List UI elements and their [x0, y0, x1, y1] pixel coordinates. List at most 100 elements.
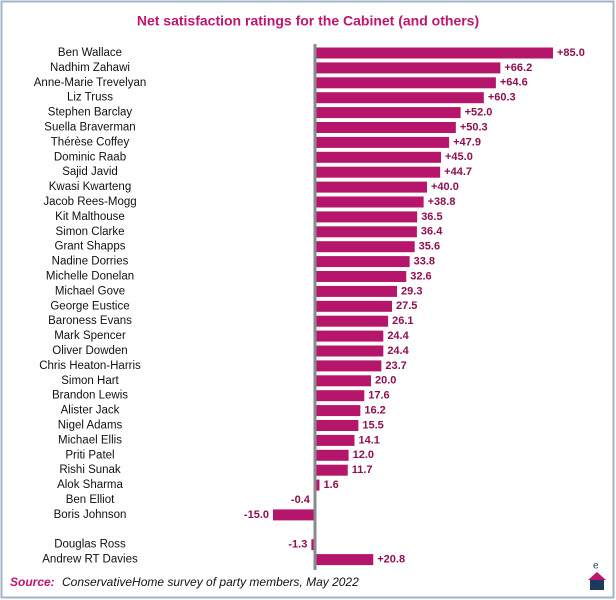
y-tick-label: Thérèse Coffey	[51, 136, 130, 148]
value-label: 20.0	[375, 375, 396, 387]
bar	[315, 241, 415, 253]
bar	[315, 375, 371, 387]
bar	[315, 196, 424, 208]
y-tick-label: Mark Spencer	[54, 330, 126, 342]
value-label: 36.5	[421, 211, 442, 223]
bar	[315, 62, 501, 74]
bar	[315, 434, 355, 446]
value-label: +52.0	[465, 107, 493, 119]
y-tick-label: Michelle Donelan	[46, 271, 134, 283]
value-label: +47.9	[453, 136, 481, 148]
value-label: -0.4	[291, 494, 311, 506]
bar	[273, 509, 315, 521]
y-tick-label: Nadhim Zahawi	[50, 62, 130, 74]
bar	[315, 390, 365, 402]
value-label: +64.6	[500, 77, 528, 89]
y-tick-label: Alister Jack	[61, 405, 120, 417]
bar	[311, 539, 315, 551]
home-icon: e	[588, 561, 606, 590]
value-label: 32.6	[410, 270, 431, 282]
y-tick-label: Anne-Marie Trevelyan	[34, 77, 147, 89]
value-label: +60.3	[488, 92, 516, 104]
value-label: 24.4	[387, 345, 409, 357]
y-tick-label: Ben Elliot	[66, 494, 115, 506]
y-tick-label: Michael Gove	[55, 285, 125, 297]
bar	[315, 300, 392, 312]
y-tick-label: Priti Patel	[65, 449, 114, 461]
value-label: +20.8	[377, 554, 405, 566]
value-label: 27.5	[396, 300, 417, 312]
y-tick-label: Nadine Dorries	[52, 256, 129, 268]
bar	[315, 181, 427, 193]
value-label: +45.0	[445, 151, 473, 163]
value-label: +50.3	[460, 121, 488, 133]
value-label: 29.3	[401, 285, 422, 297]
bar	[315, 285, 398, 297]
bar	[315, 449, 349, 461]
y-tick-label: Michael Ellis	[58, 434, 122, 446]
source: ConservativeHome survey of party members…	[62, 575, 359, 589]
value-label: 16.2	[364, 405, 385, 417]
y-tick-label: Alok Sharma	[57, 479, 123, 491]
bar	[315, 315, 389, 327]
y-tick-label: Rishi Sunak	[59, 464, 121, 476]
bar	[315, 166, 441, 178]
bar	[315, 211, 418, 223]
bar	[315, 107, 461, 119]
y-tick-label: Jacob Rees-Mogg	[43, 196, 136, 208]
y-tick-label: Nigel Adams	[58, 420, 123, 432]
y-tick-label: Boris Johnson	[54, 509, 127, 521]
value-label: 15.5	[362, 419, 383, 431]
bar	[315, 554, 374, 566]
y-tick-label: Grant Shapps	[55, 241, 126, 253]
y-tick-label: Suella Braverman	[44, 122, 135, 134]
bar	[315, 226, 417, 238]
y-tick-label: Simon Hart	[61, 375, 119, 387]
y-tick-label: Liz Truss	[67, 92, 113, 104]
bar	[315, 464, 348, 476]
bar	[315, 330, 384, 342]
value-label: 26.1	[392, 315, 413, 327]
value-label: 1.6	[323, 479, 338, 491]
value-label: 24.4	[387, 330, 409, 342]
bar	[315, 136, 450, 148]
y-tick-label: Chris Heaton-Harris	[39, 360, 141, 372]
y-tick-label: Kwasi Kwarteng	[49, 181, 131, 193]
bar	[315, 151, 441, 163]
value-label: -1.3	[288, 539, 307, 551]
svg-text:e: e	[593, 561, 599, 572]
y-tick-label: Simon Clarke	[55, 226, 124, 238]
y-tick-label: George Eustice	[50, 300, 129, 312]
value-label: 36.4	[421, 226, 443, 238]
y-tick-label: Sajid Javid	[62, 166, 118, 178]
value-label: +38.8	[428, 196, 456, 208]
bar	[315, 405, 361, 417]
value-label: +40.0	[431, 181, 459, 193]
y-tick-label: Kit Malthouse	[55, 211, 125, 223]
bar	[315, 479, 320, 491]
value-label: 11.7	[352, 464, 373, 476]
bar	[315, 420, 359, 431]
bar	[315, 92, 484, 104]
bar	[315, 360, 382, 372]
y-tick-label: Stephen Barclay	[48, 107, 133, 119]
bar	[315, 47, 553, 59]
value-label: 23.7	[385, 360, 406, 372]
chart-title: Net satisfaction ratings for the Cabinet…	[137, 13, 479, 29]
bar	[315, 122, 456, 133]
y-tick-label: Douglas Ross	[54, 539, 126, 551]
y-tick-label: Baroness Evans	[48, 315, 132, 327]
bar	[315, 77, 496, 89]
value-label: +44.7	[444, 166, 472, 178]
bar	[315, 345, 384, 357]
y-tick-label: Ben Wallace	[58, 47, 122, 59]
source-label: Source:	[10, 575, 55, 589]
value-label: 35.6	[419, 241, 440, 253]
bar	[315, 256, 410, 268]
y-tick-label: Brandon Lewis	[52, 390, 128, 402]
value-label: 12.0	[353, 449, 374, 461]
bar	[315, 271, 407, 282]
value-label: +66.2	[504, 62, 532, 74]
